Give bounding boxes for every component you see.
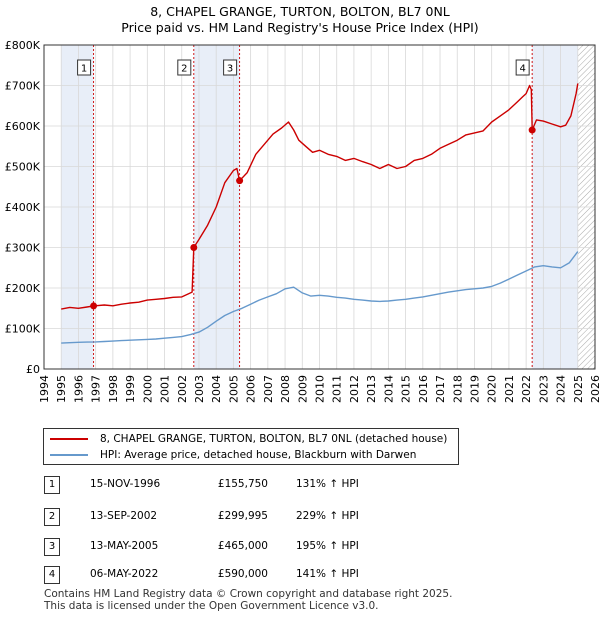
transaction-hpi: 131% ↑ HPI (296, 478, 359, 490)
x-tick-label: 2026 (589, 375, 600, 403)
table-row: 1 15-NOV-1996 £155,750 131% ↑ HPI (0, 476, 600, 496)
hpi-line (61, 251, 579, 344)
x-tick-label: 1995 (55, 375, 68, 403)
x-tick-label: 2011 (331, 375, 344, 403)
sale-marker (90, 302, 98, 310)
sale-marker (190, 244, 198, 252)
legend-label-hpi: HPI: Average price, detached house, Blac… (100, 449, 417, 461)
x-tick-label: 2022 (520, 375, 533, 403)
x-tick-label: 2013 (365, 375, 378, 403)
property-price-line (61, 83, 579, 310)
sale-label: 3 (227, 64, 233, 75)
x-tick-label: 2000 (141, 375, 154, 403)
transaction-price: £299,995 (217, 510, 268, 522)
y-tick-label: £100K (5, 323, 41, 336)
x-tick-label: 2003 (193, 375, 206, 403)
sale-marker (236, 177, 244, 185)
transaction-hpi: 229% ↑ HPI (296, 510, 359, 522)
transaction-date: 13-SEP-2002 (90, 510, 158, 522)
chart-title: 8, CHAPEL GRANGE, TURTON, BOLTON, BL7 0N… (150, 4, 450, 19)
x-tick-label: 2002 (176, 375, 189, 403)
footer-license: This data is licensed under the Open Gov… (44, 600, 379, 612)
transaction-price: £155,750 (217, 478, 268, 490)
y-tick-label: £0 (26, 363, 40, 376)
transaction-hpi: 141% ↑ HPI (296, 568, 359, 580)
legend-swatch-hpi (50, 454, 88, 456)
y-tick-label: £600K (5, 120, 41, 133)
transaction-number: 1 (44, 476, 60, 494)
x-tick-label: 2010 (314, 375, 327, 403)
x-tick-label: 1998 (107, 375, 120, 403)
x-tick-label: 2014 (382, 375, 395, 403)
x-tick-label: 2004 (210, 375, 223, 403)
transaction-number: 3 (44, 538, 60, 556)
x-tick-label: 2012 (348, 375, 361, 403)
x-tick-label: 2021 (503, 375, 516, 403)
transaction-price: £465,000 (217, 540, 268, 552)
x-tick-label: 2008 (279, 375, 292, 403)
price-chart: 1 2 3 4 £0 £100K £200K £300K £400K £500K £600K £700… (5, 39, 600, 403)
sale-label-box (77, 59, 92, 76)
chart-subtitle: Price paid vs. HM Land Registry's House … (121, 20, 479, 35)
x-tick-label: 1996 (72, 375, 85, 403)
sale-label-box (177, 59, 192, 76)
x-tick-label: 2016 (417, 375, 430, 403)
legend-label-property: 8, CHAPEL GRANGE, TURTON, BOLTON, BL7 0N… (100, 433, 448, 445)
x-tick-label: 1994 (38, 375, 51, 403)
x-tick-label: 2006 (245, 375, 258, 403)
x-tick-label: 2023 (537, 375, 550, 403)
x-tick-label: 2007 (262, 375, 275, 403)
table-row: 4 06-MAY-2022 £590,000 141% ↑ HPI (0, 566, 600, 586)
x-tick-label: 2025 (572, 375, 585, 403)
x-tick-label: 2001 (159, 375, 172, 403)
transaction-number: 4 (44, 566, 60, 584)
sale-label-box (223, 59, 238, 76)
transaction-number: 2 (44, 508, 60, 526)
x-tick-label: 1997 (90, 375, 103, 403)
sale-marker (528, 126, 536, 134)
y-tick-label: £700K (5, 80, 41, 93)
sale-label: 1 (81, 64, 87, 75)
x-tick-label: 2009 (296, 375, 309, 403)
x-tick-label: 2020 (486, 375, 499, 403)
x-tick-label: 1999 (124, 375, 137, 403)
legend-item-hpi: HPI: Average price, detached house, Blac… (50, 447, 416, 463)
sale-label: 4 (519, 64, 525, 75)
x-tick-label: 2019 (468, 375, 481, 403)
transaction-date: 06-MAY-2022 (90, 568, 159, 580)
legend: 8, CHAPEL GRANGE, TURTON, BOLTON, BL7 0N… (43, 428, 459, 465)
plot-frame (43, 44, 596, 370)
y-tick-label: £800K (5, 39, 41, 52)
transaction-hpi: 195% ↑ HPI (296, 540, 359, 552)
y-tick-label: £500K (5, 161, 41, 174)
x-tick-label: 2005 (227, 375, 240, 403)
sale-label-box (515, 59, 530, 76)
y-tick-label: £200K (5, 282, 41, 295)
sale-label: 2 (181, 64, 187, 75)
transaction-date: 13-MAY-2005 (90, 540, 159, 552)
x-tick-label: 2015 (400, 375, 413, 403)
legend-swatch-property (50, 438, 88, 440)
legend-item-property: 8, CHAPEL GRANGE, TURTON, BOLTON, BL7 0N… (50, 431, 447, 447)
table-row: 2 13-SEP-2002 £299,995 229% ↑ HPI (0, 508, 600, 528)
x-tick-label: 2024 (555, 375, 568, 403)
transaction-date: 15-NOV-1996 (90, 478, 161, 490)
footer: Contains HM Land Registry data © Crown c… (44, 588, 452, 612)
x-tick-label: 2017 (434, 375, 447, 403)
transaction-price: £590,000 (217, 568, 268, 580)
x-tick-label: 2018 (451, 375, 464, 403)
y-tick-label: £400K (5, 201, 41, 214)
footer-copyright: Contains HM Land Registry data © Crown c… (44, 588, 453, 600)
table-row: 3 13-MAY-2005 £465,000 195% ↑ HPI (0, 538, 600, 558)
y-tick-label: £300K (5, 242, 41, 255)
